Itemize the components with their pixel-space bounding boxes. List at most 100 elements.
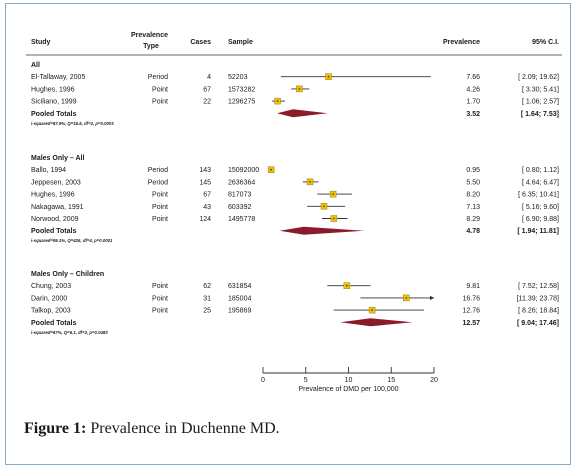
point-center bbox=[345, 284, 348, 287]
study-sample: 1573282 bbox=[228, 86, 255, 93]
study-ci: [ 7.52; 12.58] bbox=[518, 283, 559, 290]
study-name: Chung, 2003 bbox=[31, 283, 71, 290]
study-ci: [ 3.30; 5.41] bbox=[522, 86, 559, 93]
study-ci: [11.39; 23.78] bbox=[517, 295, 559, 302]
study-cases: 62 bbox=[203, 283, 211, 290]
study-sample: 1296275 bbox=[228, 99, 255, 106]
study-cases: 22 bbox=[203, 99, 211, 106]
study-name: Siciliano, 1999 bbox=[31, 99, 77, 106]
study-name: Ballo, 1994 bbox=[31, 167, 66, 174]
study-sample: 1495778 bbox=[228, 216, 255, 223]
study-prevalence: 9.81 bbox=[466, 283, 480, 290]
point-center bbox=[309, 181, 311, 183]
point-center bbox=[298, 88, 301, 90]
pooled-prevalence: 12.57 bbox=[462, 320, 480, 327]
x-tick-label: 0 bbox=[261, 377, 265, 384]
study-type: Point bbox=[152, 295, 168, 302]
study-type: Period bbox=[148, 179, 168, 186]
study-cases: 143 bbox=[199, 167, 211, 174]
study-cases: 145 bbox=[199, 179, 211, 186]
study-type: Point bbox=[152, 216, 168, 223]
header-prevalence-type-2: Type bbox=[143, 43, 159, 50]
study-sample: 817073 bbox=[228, 192, 251, 199]
study-prevalence: 0.95 bbox=[466, 167, 480, 174]
study-ci: [ 1.06; 2.57] bbox=[522, 99, 559, 106]
header-sample: Sample bbox=[228, 39, 253, 46]
study-type: Point bbox=[152, 99, 168, 106]
pooled-prevalence: 3.52 bbox=[466, 111, 480, 118]
study-prevalence: 5.50 bbox=[466, 179, 480, 186]
group-title: Males Only – All bbox=[31, 155, 84, 162]
pooled-diamond bbox=[340, 318, 413, 327]
study-cases: 25 bbox=[203, 308, 211, 315]
study-type: Point bbox=[152, 192, 168, 199]
point-center bbox=[332, 193, 335, 196]
x-axis-title: Prevalence of DMD per 100,000 bbox=[299, 386, 399, 393]
study-prevalence: 8.20 bbox=[466, 192, 480, 199]
caption-text: Prevalence in Duchenne MD. bbox=[86, 420, 280, 437]
study-cases: 67 bbox=[203, 86, 211, 93]
study-prevalence: 16.76 bbox=[462, 295, 480, 302]
pooled-ci: [ 1.64; 7.53] bbox=[521, 111, 559, 118]
study-prevalence: 7.66 bbox=[466, 74, 480, 81]
header-ci: 95% C.I. bbox=[532, 39, 559, 46]
study-sample: 15092000 bbox=[228, 167, 259, 174]
caption-label: Figure 1: bbox=[24, 420, 87, 437]
heterogeneity-stats: i-squared=87.9%, Q=16.6, df=2, p=0.0003 bbox=[31, 121, 114, 126]
study-ci: [ 6.90; 9.88] bbox=[522, 216, 559, 223]
study-sample: 185004 bbox=[228, 295, 251, 302]
pooled-label: Pooled Totals bbox=[31, 111, 76, 118]
figure-caption: Figure 1: Prevalence in Duchenne MD. bbox=[24, 420, 280, 438]
header-prevalence-type: Prevalence bbox=[131, 32, 168, 39]
study-type: Point bbox=[152, 308, 168, 315]
study-type: Point bbox=[152, 283, 168, 290]
study-ci: [ 0.80; 1.12] bbox=[522, 167, 559, 174]
header-study: Study bbox=[31, 39, 51, 46]
study-sample: 2636364 bbox=[228, 179, 255, 186]
study-sample: 52203 bbox=[228, 74, 248, 81]
study-prevalence: 12.76 bbox=[462, 308, 480, 315]
point-center bbox=[332, 217, 335, 220]
x-tick-label: 5 bbox=[304, 377, 308, 384]
point-center bbox=[323, 205, 325, 208]
study-type: Point bbox=[152, 204, 168, 211]
x-tick-label: 10 bbox=[345, 377, 353, 384]
study-name: Hughes, 1996 bbox=[31, 192, 75, 199]
point-center bbox=[405, 297, 408, 299]
study-name: Talkop, 2003 bbox=[31, 308, 71, 315]
pooled-ci: [ 9.04; 17.46] bbox=[517, 320, 559, 327]
study-name: Hughes, 1996 bbox=[31, 86, 75, 93]
study-ci: [ 4.64; 6.47] bbox=[522, 179, 559, 186]
ci-arrow bbox=[430, 295, 434, 301]
study-type: Period bbox=[148, 167, 168, 174]
x-tick-label: 20 bbox=[430, 377, 438, 384]
study-cases: 31 bbox=[203, 295, 211, 302]
study-name: Norwood, 2009 bbox=[31, 216, 79, 223]
point-center bbox=[270, 168, 273, 171]
pooled-diamond bbox=[277, 109, 328, 118]
pooled-ci: [ 1.94; 11.81] bbox=[517, 228, 559, 235]
header-cases: Cases bbox=[190, 39, 211, 46]
study-ci: [ 6.35; 10.41] bbox=[518, 192, 559, 199]
study-name: Nakagawa, 1991 bbox=[31, 204, 84, 211]
pooled-label: Pooled Totals bbox=[31, 228, 76, 235]
forest-plot: Study Prevalence Type Cases Sample Prevalence… bbox=[26, 32, 562, 393]
study-ci: [ 5.16; 9.60] bbox=[522, 204, 559, 211]
study-name: El-Tallaway, 2005 bbox=[31, 74, 85, 81]
study-sample: 631854 bbox=[228, 283, 251, 290]
study-ci: [ 8.26; 18.84] bbox=[518, 308, 559, 315]
study-cases: 124 bbox=[199, 216, 211, 223]
pooled-label: Pooled Totals bbox=[31, 320, 76, 327]
study-cases: 43 bbox=[203, 204, 211, 211]
study-name: Darin, 2000 bbox=[31, 295, 67, 302]
study-cases: 67 bbox=[203, 192, 211, 199]
x-tick-label: 15 bbox=[387, 377, 395, 384]
study-prevalence: 7.13 bbox=[466, 204, 480, 211]
study-name: Jeppesen, 2003 bbox=[31, 179, 81, 186]
study-prevalence: 1.70 bbox=[466, 99, 480, 106]
group-title: Males Only – Children bbox=[31, 271, 104, 278]
group-title: All bbox=[31, 62, 40, 69]
heterogeneity-stats: i-squared=67%, Q=6.1, df=2, p=0.0483 bbox=[31, 330, 108, 335]
header-prevalence: Prevalence bbox=[443, 39, 480, 46]
point-center bbox=[276, 100, 279, 102]
